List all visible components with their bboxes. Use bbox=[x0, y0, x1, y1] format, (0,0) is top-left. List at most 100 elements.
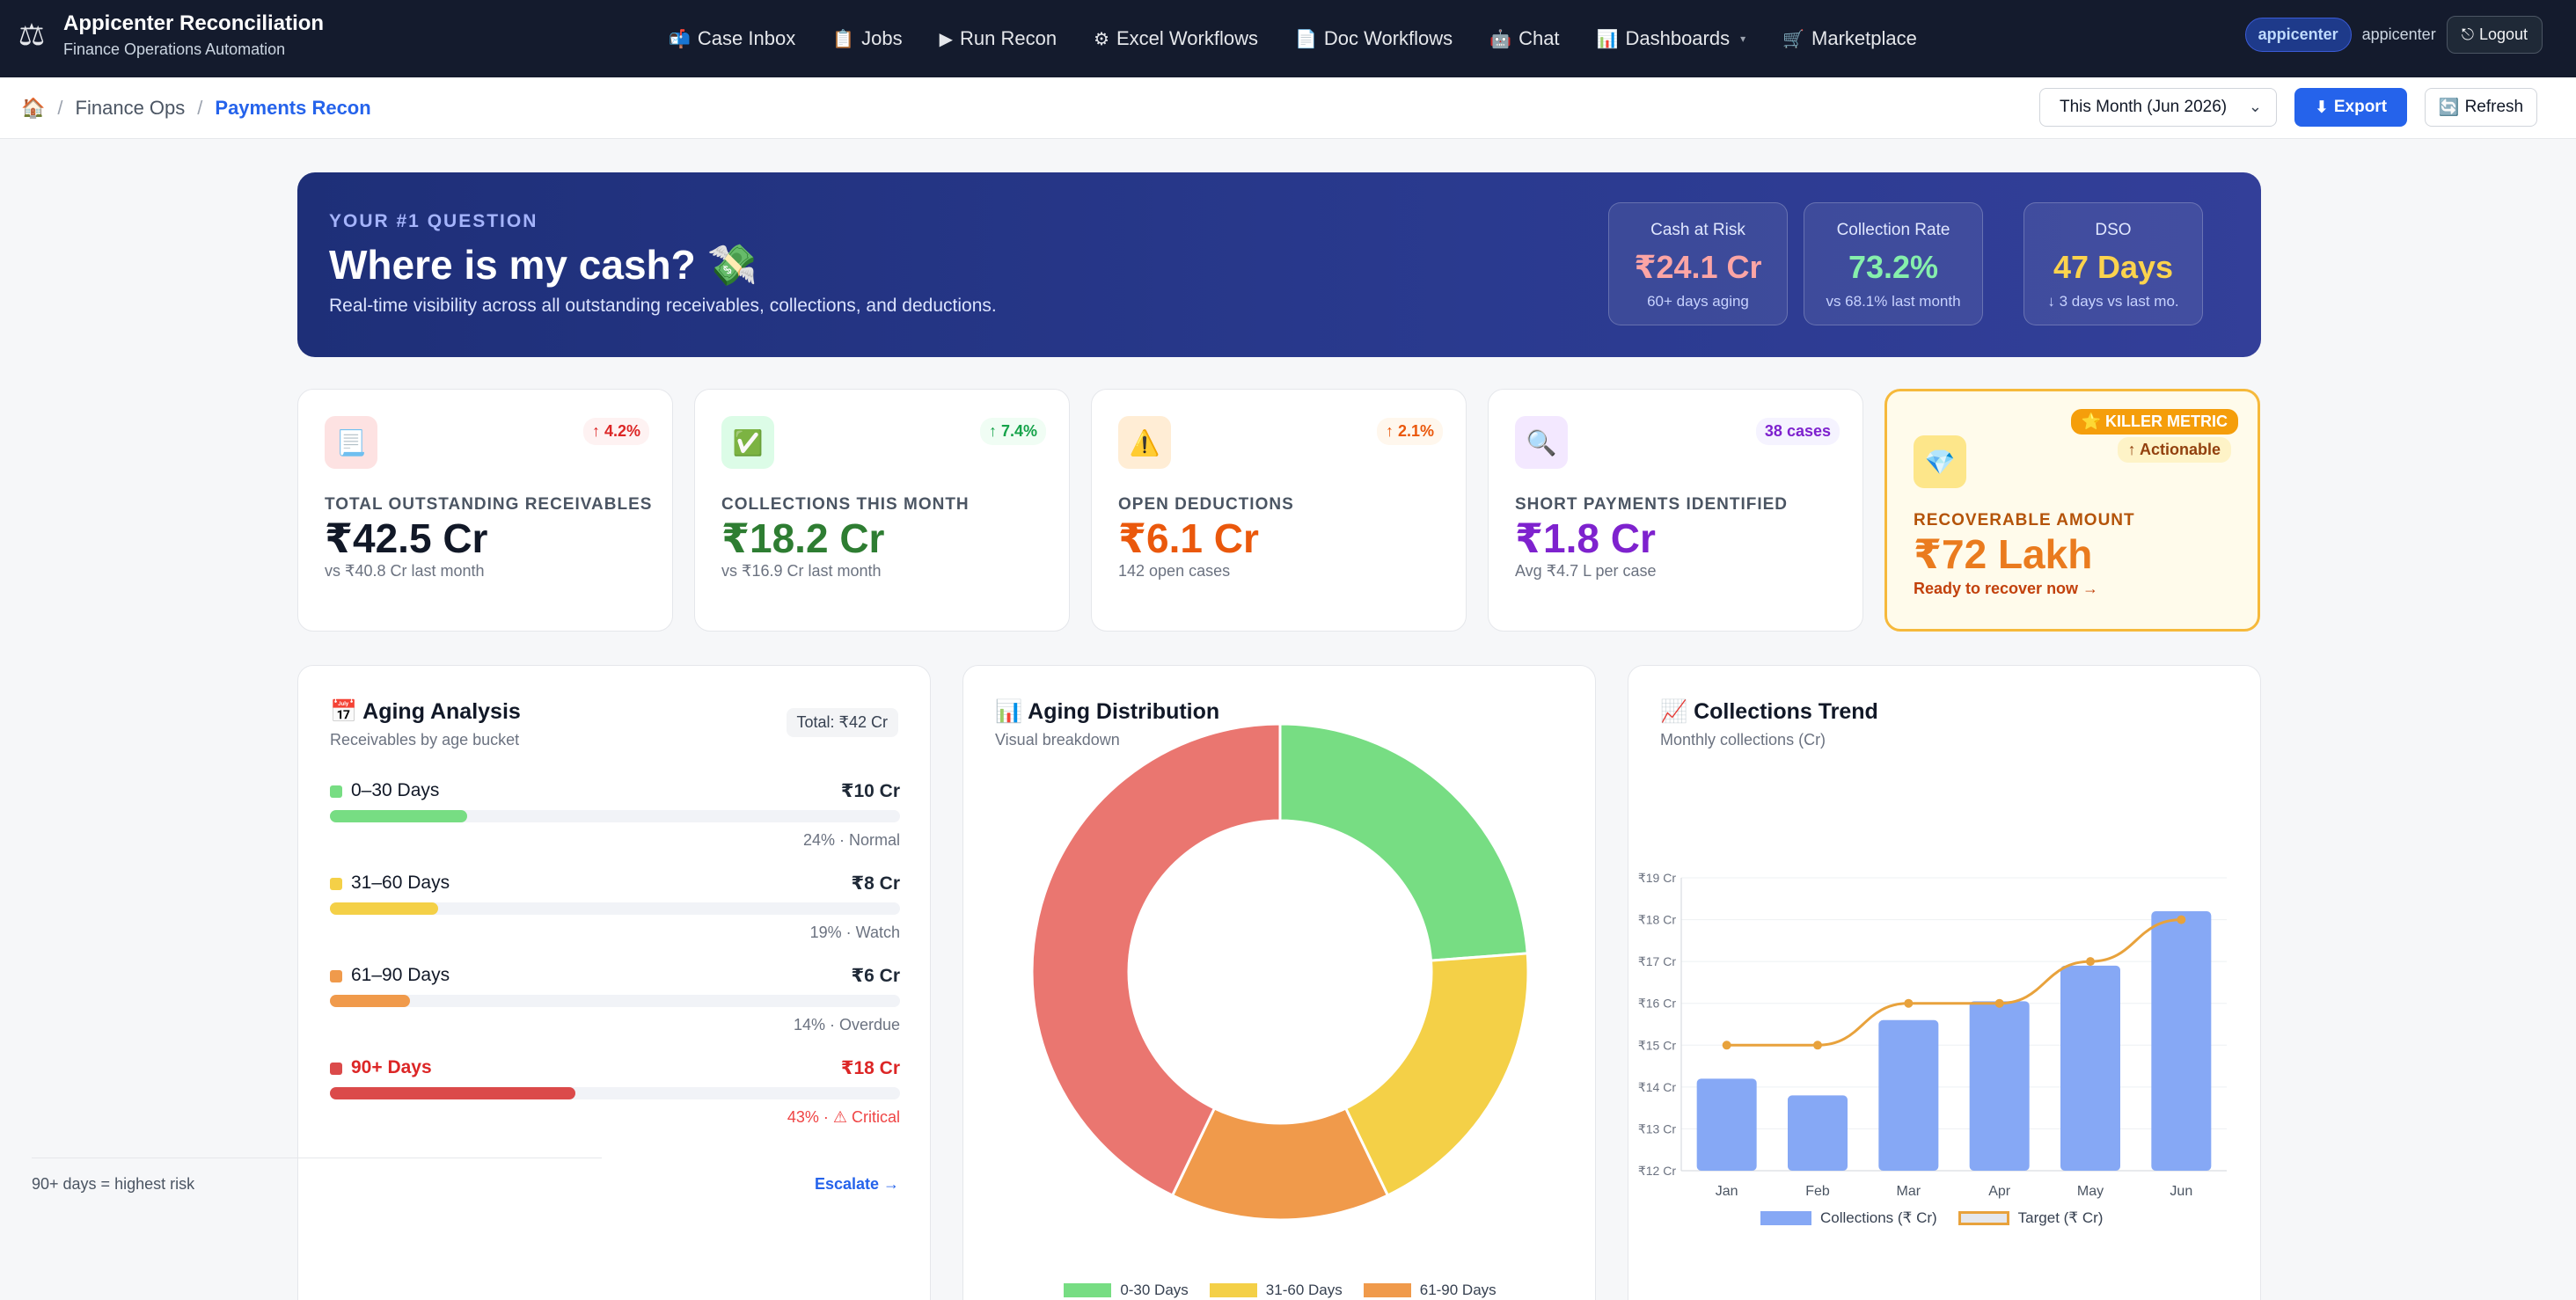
aging-distribution-panel: 📊 Aging Distribution Visual breakdown 0-… bbox=[962, 665, 1596, 1300]
logout-button[interactable]: ⎋ Logout bbox=[2446, 16, 2543, 54]
kpi-short-payments[interactable]: 🔍 38 cases SHORT PAYMENTS IDENTIFIED ₹1.… bbox=[1488, 389, 1863, 632]
kpi-label: OPEN DEDUCTIONS bbox=[1118, 495, 1294, 514]
legend-label: 61-90 Days bbox=[1419, 1282, 1497, 1298]
bucket-meta: 14% · Overdue bbox=[793, 1016, 900, 1033]
bucket-progress-fill bbox=[330, 1087, 575, 1099]
inbox-icon: 📬 bbox=[669, 29, 691, 49]
actionable-badge: ↑ Actionable bbox=[2117, 437, 2231, 463]
kpi-collections[interactable]: ✅ ↑ 7.4% COLLECTIONS THIS MONTH ₹18.2 Cr… bbox=[694, 389, 1070, 632]
nav-marketplace[interactable]: 🛒 Marketplace bbox=[1782, 27, 1917, 50]
bar-mar[interactable] bbox=[1878, 1019, 1939, 1171]
panel-title: 📅 Aging Analysis bbox=[330, 699, 521, 724]
legend-item[interactable]: 0-30 Days bbox=[1064, 1282, 1189, 1299]
breadcrumb-payments-recon[interactable]: Payments Recon bbox=[215, 97, 371, 119]
user-badge[interactable]: appicenter bbox=[2244, 18, 2352, 52]
target-point-apr[interactable] bbox=[1994, 998, 2004, 1008]
legend-swatch bbox=[1064, 1283, 1112, 1297]
aging-bucket-row[interactable]: 0–30 Days ₹10 Cr 24% · Normal bbox=[330, 780, 900, 851]
download-icon: ⬇ bbox=[2314, 98, 2329, 117]
bucket-amount: ₹6 Cr bbox=[851, 966, 900, 986]
trend-legend: Collections (₹ Cr) Target (₹ Cr) bbox=[1760, 1209, 2103, 1227]
escalate-link[interactable]: Escalate → bbox=[815, 1175, 900, 1193]
nav-label: Case Inbox bbox=[697, 27, 796, 49]
nav-chat[interactable]: 🤖 Chat bbox=[1489, 27, 1559, 50]
target-point-jan[interactable] bbox=[1722, 1041, 1731, 1050]
donut-slice-90-days[interactable] bbox=[1030, 722, 1282, 1198]
legend-swatch bbox=[1363, 1283, 1411, 1297]
cart-icon: 🛒 bbox=[1782, 29, 1805, 49]
period-value: This Month (Jun 2026) bbox=[2060, 98, 2228, 116]
donut-slice-31-60-days[interactable] bbox=[1343, 952, 1530, 1198]
chevron-down-icon: ⌄ bbox=[2248, 98, 2262, 115]
kpi-value: ₹42.5 Cr bbox=[325, 515, 488, 561]
clipboard-icon: 📋 bbox=[832, 29, 855, 49]
bar-apr[interactable] bbox=[1969, 1001, 2030, 1171]
nav-label: Dashboards bbox=[1625, 27, 1731, 49]
y-tick-label: ₹17 Cr bbox=[1638, 954, 1676, 968]
bar-jun[interactable] bbox=[2151, 911, 2212, 1171]
legend-item[interactable]: Collections (₹ Cr) bbox=[1760, 1209, 1937, 1227]
top-nav: ⚖ Appicenter Reconciliation Finance Oper… bbox=[0, 0, 2576, 77]
nav-label: Jobs bbox=[861, 27, 903, 49]
panel-title: 📊 Aging Distribution bbox=[995, 699, 1220, 724]
nav-doc-workflows[interactable]: 📄 Doc Workflows bbox=[1295, 27, 1453, 50]
target-point-mar[interactable] bbox=[1904, 998, 1914, 1008]
kpi-value: ₹72 Lakh bbox=[1914, 531, 2093, 577]
bucket-meta: 43% · ⚠ Critical bbox=[787, 1108, 900, 1126]
kpi-note: 142 open cases bbox=[1118, 562, 1231, 580]
nav-jobs[interactable]: 📋 Jobs bbox=[832, 27, 902, 50]
nav-run-recon[interactable]: ▶ Run Recon bbox=[940, 27, 1057, 50]
aging-bucket-row[interactable]: 61–90 Days ₹6 Cr 14% · Overdue bbox=[330, 965, 900, 1035]
logout-label: Logout bbox=[2478, 26, 2528, 43]
gear-icon: ⚙ bbox=[1094, 29, 1109, 49]
panel-subtitle: Visual breakdown bbox=[995, 731, 1120, 749]
delta-badge: ↑ 7.4% bbox=[979, 418, 1046, 445]
kpi-label: SHORT PAYMENTS IDENTIFIED bbox=[1515, 495, 1789, 514]
bar-may[interactable] bbox=[2060, 965, 2120, 1171]
panel-subtitle: Receivables by age bucket bbox=[330, 731, 520, 749]
kpi-note: vs ₹16.9 Cr last month bbox=[721, 562, 882, 580]
stat-label: Collection Rate bbox=[1836, 221, 1950, 239]
brand[interactable]: ⚖ Appicenter Reconciliation Finance Oper… bbox=[14, 11, 324, 60]
x-tick-label: Apr bbox=[1988, 1184, 2011, 1199]
kpi-recoverable-amount[interactable]: 💎 ⭐ KILLER METRIC ↑ Actionable RECOVERAB… bbox=[1884, 389, 2260, 632]
bucket-progress-fill bbox=[330, 902, 439, 915]
nav-case-inbox[interactable]: 📬 Case Inbox bbox=[669, 27, 795, 50]
export-button[interactable]: ⬇ Export bbox=[2294, 88, 2407, 127]
bucket-amount: ₹8 Cr bbox=[851, 873, 900, 894]
magnifier-icon: 🔍 bbox=[1515, 416, 1568, 469]
target-point-jun[interactable] bbox=[2177, 915, 2186, 924]
period-select[interactable]: This Month (Jun 2026) ⌄ bbox=[2039, 88, 2277, 127]
stat-label: DSO bbox=[2095, 221, 2132, 239]
bucket-meta: 24% · Normal bbox=[802, 831, 900, 849]
legend-item[interactable]: 31-60 Days bbox=[1209, 1282, 1343, 1299]
nav-dashboards[interactable]: 📊 Dashboards ▾ bbox=[1597, 27, 1746, 50]
breadcrumb-finance-ops[interactable]: Finance Ops bbox=[75, 97, 186, 119]
bar-jan[interactable] bbox=[1696, 1078, 1757, 1171]
aging-bucket-row[interactable]: 31–60 Days ₹8 Cr 19% · Watch bbox=[330, 873, 900, 943]
x-tick-label: Jun bbox=[2170, 1184, 2192, 1199]
kpi-note: vs ₹40.8 Cr last month bbox=[325, 562, 485, 580]
recover-link[interactable]: Ready to recover now → bbox=[1914, 580, 2099, 597]
donut-slice-0-30-days[interactable] bbox=[1278, 722, 1529, 962]
y-tick-label: ₹19 Cr bbox=[1638, 871, 1676, 885]
bucket-progress-track bbox=[330, 995, 900, 1007]
legend-item[interactable]: 61-90 Days bbox=[1363, 1282, 1497, 1299]
kpi-value: ₹6.1 Cr bbox=[1118, 515, 1259, 561]
aging-bucket-row[interactable]: 90+ Days ₹18 Cr 43% · ⚠ Critical bbox=[330, 1057, 900, 1128]
legend-item[interactable]: Target (₹ Cr) bbox=[1958, 1209, 2103, 1227]
bucket-name: 0–30 Days bbox=[351, 780, 440, 800]
home-icon[interactable]: 🏠 bbox=[21, 97, 46, 119]
x-tick-label: Jan bbox=[1716, 1184, 1738, 1199]
nav-label: Excel Workflows bbox=[1116, 27, 1258, 49]
target-point-feb[interactable] bbox=[1813, 1041, 1822, 1050]
stat-note: vs 68.1% last month bbox=[1826, 293, 1961, 310]
target-point-may[interactable] bbox=[2086, 957, 2095, 967]
refresh-button[interactable]: 🔄 Refresh bbox=[2425, 88, 2537, 127]
panel-title: 📈 Collections Trend bbox=[1660, 699, 1878, 724]
nav-excel-workflows[interactable]: ⚙ Excel Workflows bbox=[1094, 27, 1258, 50]
nav-links: 📬 Case Inbox 📋 Jobs ▶ Run Recon ⚙ Excel Work… bbox=[669, 0, 1917, 77]
kpi-open-deductions[interactable]: ⚠️ ↑ 2.1% OPEN DEDUCTIONS ₹6.1 Cr 142 op… bbox=[1091, 389, 1467, 632]
kpi-total-outstanding[interactable]: 📃 ↑ 4.2% TOTAL OUTSTANDING RECEIVABLES ₹… bbox=[297, 389, 673, 632]
bar-feb[interactable] bbox=[1788, 1095, 1848, 1171]
